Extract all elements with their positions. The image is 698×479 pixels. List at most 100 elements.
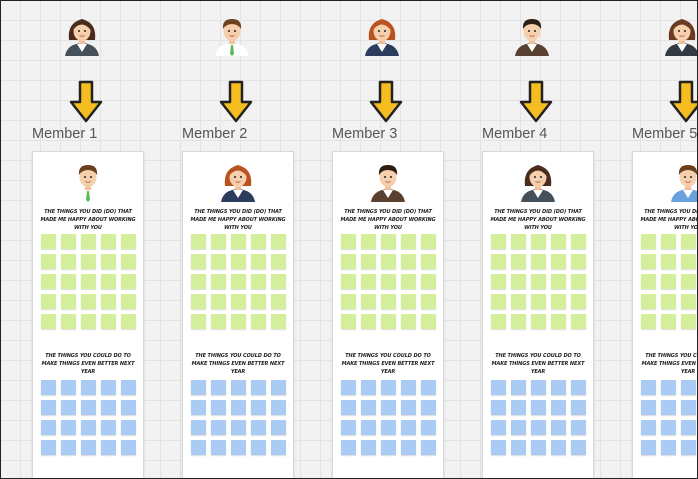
member-label[interactable]: Member 5 <box>632 126 698 142</box>
blue-sticky-note[interactable] <box>491 420 506 435</box>
member-card[interactable]: The things you did (do) that made me hap… <box>482 151 594 479</box>
blue-sticky-note[interactable] <box>531 440 546 455</box>
green-sticky-note[interactable] <box>571 274 586 289</box>
member-card[interactable]: The things you did (do) that made me hap… <box>632 151 698 479</box>
green-sticky-note[interactable] <box>661 274 676 289</box>
green-sticky-note[interactable] <box>101 254 116 269</box>
blue-sticky-note[interactable] <box>571 420 586 435</box>
green-sticky-note[interactable] <box>421 254 436 269</box>
green-sticky-note[interactable] <box>251 254 266 269</box>
green-sticky-note[interactable] <box>101 314 116 329</box>
green-sticky-note[interactable] <box>571 254 586 269</box>
blue-sticky-note[interactable] <box>491 440 506 455</box>
blue-sticky-note[interactable] <box>401 400 416 415</box>
green-sticky-note[interactable] <box>341 294 356 309</box>
green-sticky-note[interactable] <box>191 274 206 289</box>
blue-sticky-note[interactable] <box>641 380 656 395</box>
green-sticky-note[interactable] <box>231 294 246 309</box>
blue-sticky-note[interactable] <box>421 400 436 415</box>
green-sticky-note[interactable] <box>341 314 356 329</box>
blue-sticky-note[interactable] <box>531 400 546 415</box>
blue-sticky-note[interactable] <box>101 420 116 435</box>
green-sticky-note[interactable] <box>531 234 546 249</box>
green-sticky-note[interactable] <box>681 254 696 269</box>
green-sticky-note[interactable] <box>341 274 356 289</box>
blue-sticky-note[interactable] <box>571 380 586 395</box>
green-sticky-note[interactable] <box>211 274 226 289</box>
green-sticky-note[interactable] <box>531 314 546 329</box>
blue-sticky-note[interactable] <box>511 440 526 455</box>
blue-sticky-note[interactable] <box>681 420 696 435</box>
green-sticky-note[interactable] <box>401 274 416 289</box>
green-sticky-note[interactable] <box>491 294 506 309</box>
green-sticky-note[interactable] <box>571 234 586 249</box>
green-sticky-note[interactable] <box>211 234 226 249</box>
member-label[interactable]: Member 1 <box>32 126 98 142</box>
blue-sticky-note[interactable] <box>191 400 206 415</box>
blue-sticky-note[interactable] <box>121 400 136 415</box>
green-sticky-note[interactable] <box>511 254 526 269</box>
blue-sticky-note[interactable] <box>271 440 286 455</box>
blue-sticky-note[interactable] <box>121 440 136 455</box>
blue-sticky-note[interactable] <box>101 440 116 455</box>
green-sticky-note[interactable] <box>231 234 246 249</box>
green-sticky-note[interactable] <box>361 294 376 309</box>
green-sticky-note[interactable] <box>381 314 396 329</box>
blue-sticky-note[interactable] <box>511 380 526 395</box>
green-sticky-note[interactable] <box>101 274 116 289</box>
green-sticky-note[interactable] <box>641 294 656 309</box>
man-blue-shirt-avatar-icon[interactable] <box>668 160 698 202</box>
blue-sticky-note[interactable] <box>231 400 246 415</box>
down-arrow-icon[interactable] <box>368 80 404 124</box>
blue-sticky-note[interactable] <box>101 380 116 395</box>
member-card[interactable]: The things you did (do) that made me hap… <box>182 151 294 479</box>
blue-sticky-note[interactable] <box>341 380 356 395</box>
green-sticky-note[interactable] <box>81 314 96 329</box>
green-sticky-note[interactable] <box>551 254 566 269</box>
green-sticky-note[interactable] <box>641 254 656 269</box>
heading-positive[interactable]: The things you did (do) that made me hap… <box>340 209 436 231</box>
blue-sticky-note[interactable] <box>401 420 416 435</box>
green-sticky-note[interactable] <box>421 234 436 249</box>
blue-sticky-note[interactable] <box>81 380 96 395</box>
green-sticky-note[interactable] <box>661 254 676 269</box>
green-sticky-note[interactable] <box>61 234 76 249</box>
blue-sticky-note[interactable] <box>271 400 286 415</box>
green-sticky-note[interactable] <box>211 294 226 309</box>
member-card[interactable]: The things you did (do) that made me hap… <box>32 151 144 479</box>
green-sticky-note[interactable] <box>681 294 696 309</box>
blue-sticky-note[interactable] <box>41 400 56 415</box>
green-sticky-note[interactable] <box>101 234 116 249</box>
down-arrow-icon[interactable] <box>218 80 254 124</box>
blue-sticky-note[interactable] <box>211 440 226 455</box>
blue-sticky-note[interactable] <box>381 380 396 395</box>
green-sticky-note[interactable] <box>381 274 396 289</box>
green-sticky-note[interactable] <box>511 234 526 249</box>
down-arrow-icon[interactable] <box>668 80 698 124</box>
blue-sticky-note[interactable] <box>531 420 546 435</box>
blue-sticky-note[interactable] <box>121 420 136 435</box>
woman-auburn-hair-avatar-icon[interactable] <box>362 14 402 56</box>
green-sticky-note[interactable] <box>191 234 206 249</box>
blue-sticky-note[interactable] <box>381 420 396 435</box>
green-sticky-note[interactable] <box>511 294 526 309</box>
green-sticky-note[interactable] <box>271 274 286 289</box>
man-brown-jacket-avatar-icon[interactable] <box>512 14 552 56</box>
green-sticky-note[interactable] <box>41 254 56 269</box>
down-arrow-icon[interactable] <box>68 80 104 124</box>
blue-sticky-note[interactable] <box>271 420 286 435</box>
blue-sticky-note[interactable] <box>401 440 416 455</box>
member-label[interactable]: Member 3 <box>332 126 398 142</box>
green-sticky-note[interactable] <box>421 274 436 289</box>
green-sticky-note[interactable] <box>231 274 246 289</box>
green-sticky-note[interactable] <box>531 254 546 269</box>
blue-sticky-note[interactable] <box>251 380 266 395</box>
green-sticky-note[interactable] <box>231 254 246 269</box>
green-sticky-note[interactable] <box>661 294 676 309</box>
green-sticky-note[interactable] <box>641 274 656 289</box>
blue-sticky-note[interactable] <box>661 420 676 435</box>
green-sticky-note[interactable] <box>381 234 396 249</box>
blue-sticky-note[interactable] <box>121 380 136 395</box>
blue-sticky-note[interactable] <box>191 420 206 435</box>
green-sticky-note[interactable] <box>251 234 266 249</box>
